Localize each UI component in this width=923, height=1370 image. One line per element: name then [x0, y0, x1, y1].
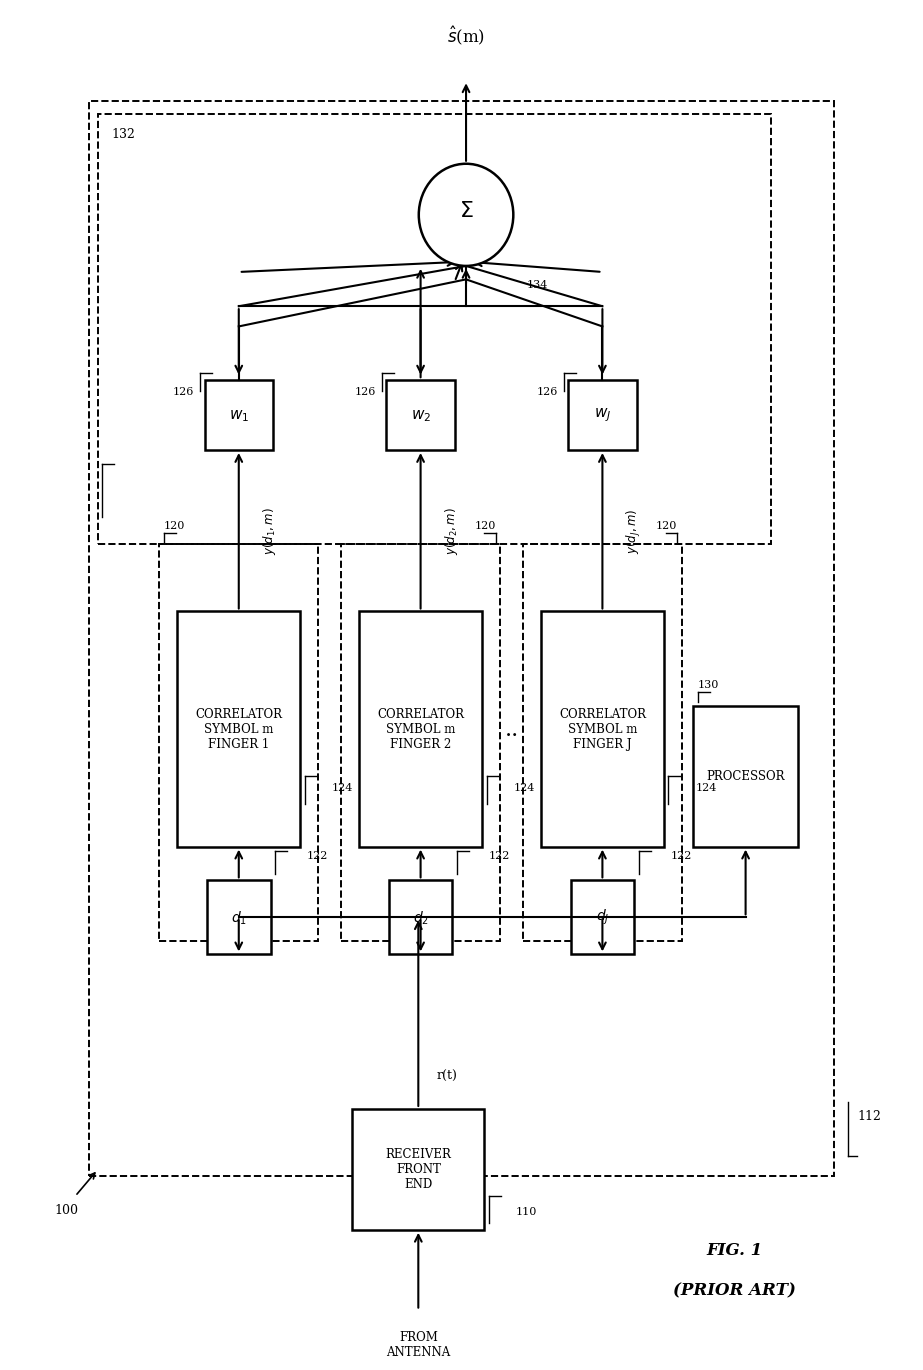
- Text: (PRIOR ART): (PRIOR ART): [673, 1282, 796, 1299]
- Text: $w_J$: $w_J$: [593, 407, 611, 425]
- Bar: [359, 612, 482, 847]
- Text: 100: 100: [54, 1203, 78, 1217]
- Text: CORRELATOR
SYMBOL m
FINGER 2: CORRELATOR SYMBOL m FINGER 2: [378, 708, 464, 751]
- Bar: [89, 101, 834, 1177]
- Text: $d_2$: $d_2$: [413, 908, 428, 926]
- Text: $d_J$: $d_J$: [595, 908, 609, 927]
- Text: r(t): r(t): [437, 1069, 458, 1082]
- Ellipse shape: [419, 164, 513, 266]
- Bar: [160, 544, 318, 941]
- Text: $w_2$: $w_2$: [411, 408, 431, 423]
- Text: $\Sigma$: $\Sigma$: [459, 200, 473, 222]
- Text: $w_1$: $w_1$: [229, 408, 249, 423]
- Bar: [693, 706, 797, 847]
- Text: 130: 130: [698, 680, 719, 689]
- Text: 110: 110: [516, 1207, 537, 1217]
- Bar: [570, 881, 634, 955]
- Text: 126: 126: [354, 388, 376, 397]
- Bar: [541, 612, 664, 847]
- Text: 124: 124: [332, 784, 354, 793]
- Bar: [569, 381, 637, 451]
- Text: 132: 132: [112, 127, 136, 141]
- Text: 120: 120: [163, 521, 186, 532]
- Text: RECEIVER
FRONT
END: RECEIVER FRONT END: [386, 1148, 451, 1191]
- Text: 134: 134: [527, 279, 548, 290]
- Text: 112: 112: [857, 1110, 881, 1122]
- Text: 126: 126: [173, 388, 194, 397]
- Text: $y(d_J, m)$: $y(d_J, m)$: [625, 508, 643, 553]
- Bar: [207, 881, 270, 955]
- Bar: [177, 612, 300, 847]
- Bar: [353, 1108, 485, 1230]
- Bar: [522, 544, 682, 941]
- Text: 120: 120: [656, 521, 677, 532]
- Text: $y(d_2, m)$: $y(d_2, m)$: [443, 507, 461, 555]
- Text: PROCESSOR: PROCESSOR: [706, 770, 785, 782]
- Text: CORRELATOR
SYMBOL m
FINGER J: CORRELATOR SYMBOL m FINGER J: [559, 708, 646, 751]
- Bar: [389, 881, 452, 955]
- Text: 122: 122: [489, 851, 510, 860]
- Text: $y(d_1, m)$: $y(d_1, m)$: [261, 507, 279, 555]
- Bar: [387, 381, 455, 451]
- Text: 120: 120: [474, 521, 496, 532]
- Bar: [98, 115, 771, 544]
- Text: ..: ..: [504, 718, 519, 740]
- Bar: [205, 381, 273, 451]
- Bar: [341, 544, 500, 941]
- Text: 122: 122: [671, 851, 692, 860]
- Text: $d_1$: $d_1$: [231, 908, 246, 926]
- Text: 124: 124: [514, 784, 535, 793]
- Text: FROM
ANTENNA: FROM ANTENNA: [386, 1330, 450, 1359]
- Text: 122: 122: [307, 851, 329, 860]
- Text: 124: 124: [696, 784, 717, 793]
- Text: $\hat{s}$(m): $\hat{s}$(m): [447, 25, 485, 47]
- Text: FIG. 1: FIG. 1: [706, 1241, 762, 1259]
- Text: CORRELATOR
SYMBOL m
FINGER 1: CORRELATOR SYMBOL m FINGER 1: [196, 708, 282, 751]
- Text: 126: 126: [536, 388, 557, 397]
